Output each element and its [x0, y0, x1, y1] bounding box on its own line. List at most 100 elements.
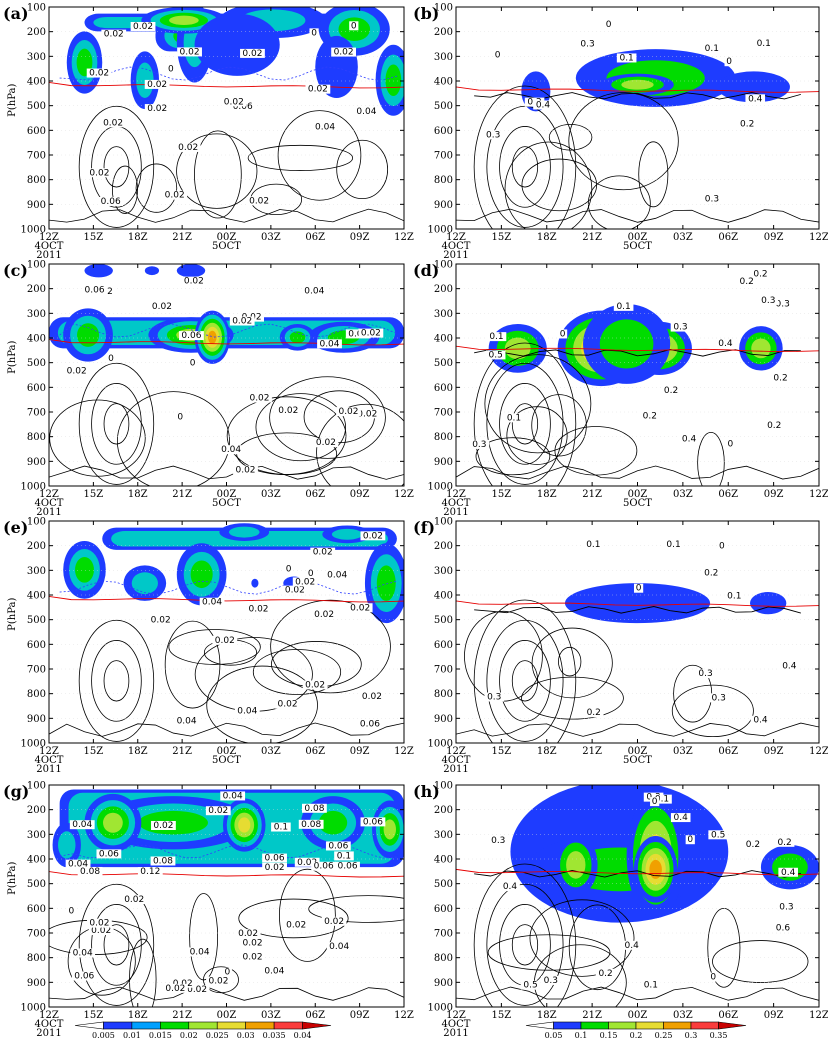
panel-label: (d) — [413, 261, 439, 280]
contour-label: 0.02 — [314, 610, 334, 620]
contour-label: 0 — [652, 797, 658, 807]
contour-line — [278, 868, 336, 962]
contour-label: 0.02 — [297, 858, 317, 868]
contour-label-bg — [520, 980, 541, 990]
contour-line — [269, 376, 386, 459]
contour-label-bg — [724, 57, 734, 67]
contour-label-bg — [306, 568, 316, 578]
contour-label-bg — [221, 97, 247, 107]
contour-ring — [499, 640, 551, 722]
contour-line — [116, 391, 230, 486]
x-tick-label: 21Z — [582, 489, 602, 500]
shaded-cell — [144, 266, 160, 276]
colorbar-cell — [718, 1021, 747, 1030]
y-tick-label: 700 — [434, 151, 453, 162]
contour-label: 0.02 — [208, 806, 228, 816]
shaded-cell — [621, 79, 654, 90]
contour-label: 0 — [728, 439, 734, 449]
contour-ring — [78, 105, 155, 228]
colorbar-tick-label: 0.025 — [206, 1031, 229, 1040]
contour-label-bg — [174, 716, 199, 726]
contour-label-bg — [324, 570, 350, 580]
contour-label: 0.04 — [190, 947, 210, 957]
contour-ring — [499, 126, 551, 208]
x-tick-label: 00Z — [628, 746, 648, 757]
contour-label-bg — [541, 975, 561, 985]
contour-label: 0.12 — [140, 867, 160, 877]
y-tick-label: 900 — [27, 978, 46, 989]
dashed-contour — [59, 580, 398, 595]
contour-label-bg — [240, 48, 265, 58]
contour-label-bg — [360, 817, 386, 827]
y-tick-label: 800 — [434, 432, 453, 443]
y-tick-label: 100 — [27, 3, 46, 14]
x-tick-label: 09Z — [350, 489, 370, 500]
contour-label-bg — [309, 28, 319, 38]
contour-label-bg — [302, 803, 327, 813]
x-tick-label: 12Z — [809, 1010, 828, 1021]
contour-label: 0.3 — [761, 296, 775, 306]
contour-label: 0.3 — [472, 440, 486, 450]
contour-label: 0.5 — [711, 830, 725, 840]
x-tick-label: 00Z — [628, 1010, 648, 1021]
x-tick-label: 21Z — [582, 746, 602, 757]
contour-label: 0.02 — [243, 939, 263, 949]
x-date-label: 5OCT — [212, 498, 241, 509]
contour-label: 0.04 — [304, 287, 324, 297]
contour-label-bg — [661, 386, 681, 396]
shaded-cell — [376, 565, 396, 601]
contour-label-bg — [670, 813, 691, 823]
contour-labels: 0.020.040.020.040.020.020.020.060.060.04… — [64, 276, 384, 476]
contour-label-bg — [187, 947, 213, 957]
contour-label-bg — [750, 269, 771, 279]
contour-ring — [91, 383, 142, 465]
x-year-label: 2011 — [36, 507, 61, 518]
x-tick-label: 00Z — [217, 232, 237, 243]
contour-label-bg — [246, 604, 271, 614]
contour-label: 0.3 — [673, 323, 687, 333]
shaded-cell — [75, 557, 94, 583]
contour-label-bg — [533, 100, 553, 110]
contour-label-bg — [708, 693, 729, 703]
contour-label-bg — [724, 591, 745, 601]
x-tick-label: 12Z — [446, 232, 466, 243]
colorbar: 0.005 0.01 0.015 0.02 0.025 0.03 0.035 0.04 — [74, 1021, 332, 1040]
contour-label-bg — [181, 276, 207, 286]
contour-label: 0.1 — [274, 823, 288, 833]
contour-label: 0.02 — [153, 821, 173, 831]
contour-label-bg — [184, 985, 210, 995]
y-tick-label: 600 — [27, 126, 46, 137]
contour-label-bg — [772, 299, 793, 309]
y-tick-label: 700 — [27, 151, 46, 162]
contour-label: 0.02 — [350, 603, 370, 613]
colorbar-tick-label: 0.01 — [123, 1031, 141, 1040]
colorbar-tick-label: 0.035 — [263, 1031, 286, 1040]
contour-label: 0.04 — [223, 791, 243, 801]
shaded-cell — [383, 819, 396, 840]
y-tick-label: 700 — [434, 929, 453, 940]
contour-line — [568, 92, 679, 191]
x-tick-label: 15Z — [84, 489, 104, 500]
contour-label-bg — [336, 407, 361, 417]
contour-label-bg — [743, 839, 763, 849]
contour-label-bg — [294, 857, 320, 867]
contour-label-bg — [206, 976, 231, 986]
y-axis-label: P(hPa) — [7, 862, 18, 895]
melting-level-line — [456, 868, 819, 876]
contour-layer — [456, 31, 819, 229]
contour-label-bg — [130, 21, 156, 31]
shaded-cell — [289, 331, 306, 344]
contour-label-bg — [583, 540, 604, 550]
contour-label: 0.1 — [757, 39, 771, 49]
contour-label: 0.04 — [315, 122, 335, 132]
contour-layer — [49, 545, 404, 743]
colorbar-cell — [690, 1021, 719, 1030]
contour-label: 0.06 — [233, 102, 253, 112]
contour-label-bg — [621, 940, 642, 950]
contour-label: 0.4 — [782, 661, 797, 671]
x-tick-label: 18Z — [537, 746, 557, 757]
y-tick-label: 400 — [434, 591, 453, 602]
contour-label: 0.02 — [151, 615, 171, 625]
y-tick-label: 200 — [434, 27, 453, 38]
x-date-label: 5OCT — [623, 498, 652, 509]
